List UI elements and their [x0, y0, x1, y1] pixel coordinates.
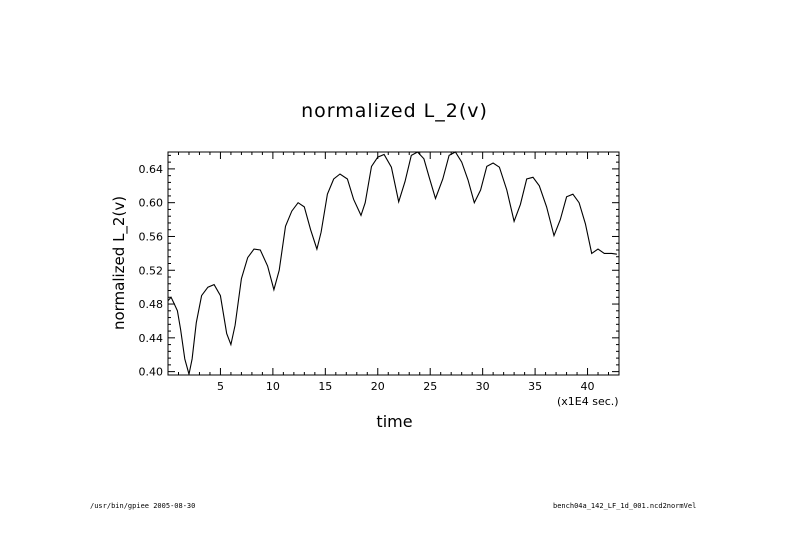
y-tick-label: 0.52 — [139, 264, 164, 277]
axis-ticks — [168, 152, 619, 375]
y-tick-label: 0.48 — [139, 298, 164, 311]
plot-frame — [167, 151, 620, 376]
x-axis-units-note: (x1E4 sec.) — [557, 395, 619, 408]
y-tick-label: 0.64 — [139, 163, 164, 176]
chart-title: normalized L_2(v) — [301, 100, 488, 122]
footer-left-label: /usr/bin/gpiee 2005-08-30 — [90, 502, 196, 510]
x-tick-label: 30 — [476, 380, 490, 393]
x-tick-label: 20 — [371, 380, 385, 393]
y-tick-label: 0.60 — [139, 197, 164, 210]
y-tick-labels: 0.40 0.44 0.48 0.52 0.56 0.60 0.64 — [139, 163, 164, 379]
x-tick-labels: 5 10 15 20 25 30 35 40 — [217, 380, 595, 393]
x-tick-label: 25 — [423, 380, 437, 393]
x-tick-label: 15 — [318, 380, 332, 393]
x-axis-label: time — [376, 412, 413, 431]
y-tick-label: 0.56 — [139, 230, 164, 243]
x-tick-label: 35 — [528, 380, 542, 393]
x-tick-label: 40 — [581, 380, 595, 393]
x-tick-label: 5 — [217, 380, 224, 393]
series-line — [167, 151, 617, 375]
footer-right-label: bench04a_142_LF_1d_001.ncd2normVel — [553, 502, 697, 510]
y-tick-label: 0.40 — [139, 366, 164, 379]
x-tick-label: 10 — [266, 380, 280, 393]
y-tick-label: 0.44 — [139, 332, 164, 345]
